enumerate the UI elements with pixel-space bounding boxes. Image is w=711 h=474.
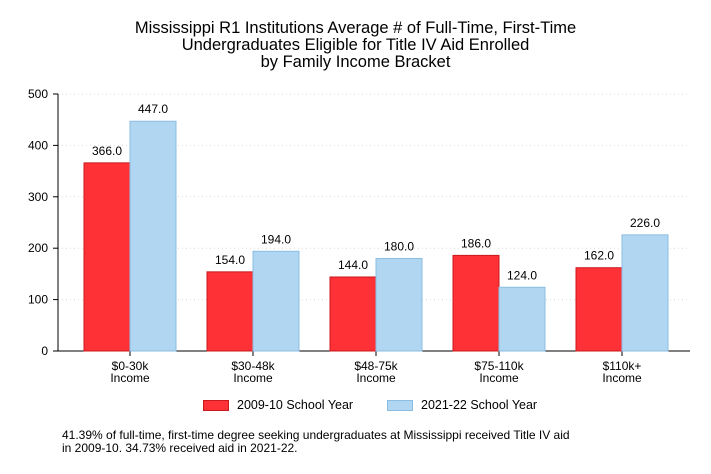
y-tick-label: 500 [28, 87, 48, 101]
bar-series-1-cat-3 [329, 276, 377, 352]
x-tick-label: Income [356, 371, 396, 385]
y-tick-label: 400 [28, 138, 48, 152]
legend: 2009-10 School Year 2021-22 School Year [0, 398, 711, 414]
x-tick-label: Income [233, 371, 273, 385]
bar-series-2-cat-2 [252, 250, 300, 352]
chart-title-line-1: Mississippi R1 Institutions Average # of… [134, 19, 577, 37]
data-label-series-2-cat-1: 447.0 [138, 102, 168, 116]
data-labels: 366.0 447.0 154.0 194.0 144.0 180.0 186.0 124.0… [92, 102, 660, 282]
legend-label-series-1: 2009-10 School Year [237, 398, 354, 412]
data-label-series-1-cat-3: 144.0 [338, 258, 368, 272]
bar-series-1-cat-1 [83, 162, 131, 352]
y-tick-label: 0 [41, 344, 48, 358]
x-tick-label: $48-75k [354, 359, 398, 373]
x-tick-label: Income [479, 371, 519, 385]
x-tick-label: $110k+ [603, 359, 642, 373]
data-label-series-2-cat-4: 124.0 [507, 268, 537, 282]
data-label-series-2-cat-3: 180.0 [384, 239, 414, 253]
data-label-series-2-cat-2: 194.0 [261, 232, 291, 246]
y-tick-label: 300 [28, 190, 48, 204]
data-label-series-1-cat-5: 162.0 [584, 249, 614, 263]
bar-series-2-cat-4 [498, 286, 546, 352]
y-tick-label: 200 [28, 241, 48, 255]
bar-series-1-cat-2 [206, 271, 254, 352]
bar-series-2-cat-3 [375, 257, 423, 352]
footnote-line-1: 41.39% of full-time, first-time degree s… [62, 428, 570, 442]
chart-title-line-2: Undergraduates Eligible for Title IV Aid… [181, 36, 530, 54]
footnote-line-2: in 2009-10. 34.73% received aid in 2021-… [62, 440, 298, 455]
bar-series-1-cat-4 [452, 254, 500, 352]
chart-title-line-3: by Family Income Bracket [260, 53, 451, 71]
x-tick-label: Income [110, 371, 150, 385]
bars [83, 120, 669, 352]
legend-label-series-2: 2021-22 School Year [421, 398, 538, 412]
footnote: 41.39% of full-time, first-time degree s… [62, 429, 702, 454]
legend-item-series-1: 2009-10 School Year [203, 398, 353, 412]
bar-chart: 0100200300400500$0-30kIncome$30-48kIncom… [28, 87, 690, 385]
legend-item-series-2: 2021-22 School Year [387, 398, 537, 412]
x-tick-label: $30-48k [231, 359, 275, 373]
data-label-series-2-cat-5: 226.0 [630, 216, 660, 230]
x-tick-label: Income [602, 371, 642, 385]
y-tick-label: 100 [28, 293, 48, 307]
data-label-series-1-cat-1: 366.0 [92, 144, 122, 158]
data-label-series-1-cat-4: 186.0 [461, 236, 491, 250]
bar-series-2-cat-1 [129, 120, 177, 352]
data-label-series-1-cat-2: 154.0 [215, 253, 245, 267]
bar-series-2-cat-5 [621, 234, 669, 352]
bar-series-1-cat-5 [575, 267, 623, 352]
legend-swatch-series-2 [387, 399, 413, 411]
legend-swatch-series-1 [203, 399, 229, 411]
chart-title: Mississippi R1 Institutions Average # of… [0, 20, 711, 71]
x-tick-label: $75-110k [474, 359, 524, 373]
x-tick-label: $0-30k [112, 359, 150, 373]
